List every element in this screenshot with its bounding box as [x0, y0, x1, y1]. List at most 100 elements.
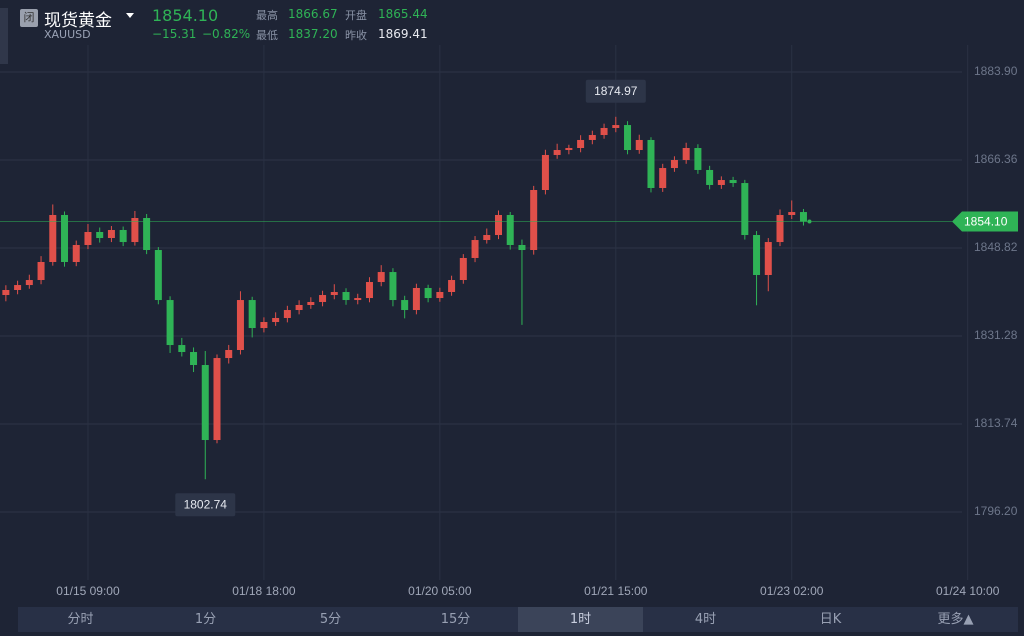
stat-label: 开盘	[345, 9, 367, 22]
candle-body	[682, 148, 690, 160]
candle-body	[588, 135, 596, 140]
candle-body	[166, 300, 174, 346]
candle-body	[37, 262, 45, 281]
tab[interactable]: 15分	[440, 612, 471, 627]
tab[interactable]: 更多▲	[937, 612, 974, 627]
instrument-name[interactable]: 现货黄金	[44, 11, 112, 31]
candle-body	[61, 214, 69, 263]
candle-body	[776, 214, 784, 243]
candle-body	[764, 242, 772, 275]
candle-body	[14, 285, 22, 290]
candle-body	[670, 159, 678, 169]
candle-body	[436, 292, 444, 299]
candle-body	[424, 287, 432, 299]
stat-value: 1837.20	[288, 27, 338, 41]
candle-body	[600, 127, 608, 136]
x-tick-label: 01/20 05:00	[408, 584, 472, 598]
y-tick-label: 1813.74	[974, 416, 1018, 430]
candle-body	[753, 235, 761, 275]
y-tick-label: 1883.90	[974, 64, 1018, 78]
candle-body	[154, 250, 162, 301]
candle-body	[283, 310, 291, 318]
candle-body	[307, 301, 315, 305]
plot-background	[0, 0, 1024, 606]
tab[interactable]: 1分	[194, 612, 217, 627]
x-tick-label: 01/18 18:00	[232, 584, 296, 598]
y-tick-label: 1796.20	[974, 504, 1018, 518]
candle-body	[694, 148, 702, 170]
y-tick-label: 1848.82	[974, 240, 1018, 254]
tab[interactable]: 4时	[694, 612, 717, 627]
y-tick-label: 1831.28	[974, 328, 1018, 342]
candle-body	[96, 231, 104, 239]
candle-body	[178, 345, 186, 353]
candle-body	[624, 125, 632, 151]
candle-body	[553, 150, 561, 155]
candle-body	[389, 272, 397, 301]
candle-body	[565, 148, 573, 151]
left-tools	[0, 8, 8, 64]
candle-body	[272, 317, 280, 323]
stat-label: 最低	[256, 29, 278, 42]
badge: 闭	[20, 9, 38, 27]
candle-body	[213, 358, 221, 441]
candle-body	[25, 280, 33, 286]
candle-body	[647, 139, 655, 188]
candle-body	[295, 304, 303, 311]
candle-body	[459, 257, 467, 281]
y-tick-label: 1866.36	[974, 152, 1018, 166]
candle-body	[236, 300, 244, 351]
candle-body	[377, 272, 385, 283]
extreme-label-box	[585, 79, 646, 103]
stat-value: 1869.41	[378, 27, 428, 41]
candle-body	[448, 280, 456, 293]
candle-body	[799, 212, 807, 222]
x-tick-label: 01/15 09:00	[56, 584, 120, 598]
candle-body	[635, 139, 643, 151]
candle-body	[119, 229, 127, 243]
stat-value: 1866.67	[288, 7, 338, 21]
candle-body	[330, 292, 338, 296]
candle-body	[365, 282, 373, 299]
stat-label: 最高	[256, 9, 278, 22]
candle-body	[225, 350, 233, 359]
candle-body	[143, 217, 151, 251]
candle-body	[107, 229, 115, 239]
x-tick-label: 01/23 02:00	[760, 584, 824, 598]
candle-body	[190, 352, 198, 366]
candle-body	[260, 322, 268, 329]
candle-body	[401, 300, 409, 311]
dropdown-caret[interactable]	[126, 13, 134, 18]
tab[interactable]: 日K	[819, 612, 842, 627]
candle-body	[530, 190, 538, 251]
candle-body	[717, 180, 725, 185]
x-tick-label: 01/21 15:00	[584, 584, 648, 598]
candle-body	[248, 300, 256, 329]
extreme-label-box	[175, 493, 236, 517]
candle-body	[612, 125, 620, 128]
tab[interactable]: 分时	[67, 612, 94, 627]
candle-body	[412, 287, 420, 311]
candle-body	[319, 295, 327, 302]
candle-body	[84, 231, 92, 245]
candle-body	[354, 298, 362, 301]
last-price-tag	[952, 211, 1018, 232]
candle-body	[471, 240, 479, 258]
price: 1854.10	[152, 6, 219, 25]
candle-body	[483, 235, 491, 241]
candle-body	[741, 183, 749, 236]
candle-body	[541, 154, 549, 191]
last-price-label: 1854.10	[964, 215, 1008, 229]
candle-body	[506, 214, 514, 245]
tab-active[interactable]: 1时	[518, 607, 643, 632]
extreme-label: 1802.74	[184, 497, 228, 511]
x-tick-label: 01/24 10:00	[936, 584, 1000, 598]
change-pct: −0.82%	[202, 27, 251, 41]
change: −15.31	[152, 27, 197, 41]
tab[interactable]: 5分	[319, 612, 342, 627]
candle-body	[788, 212, 796, 215]
stat-value: 1865.44	[378, 7, 428, 21]
candle-body	[342, 292, 350, 301]
